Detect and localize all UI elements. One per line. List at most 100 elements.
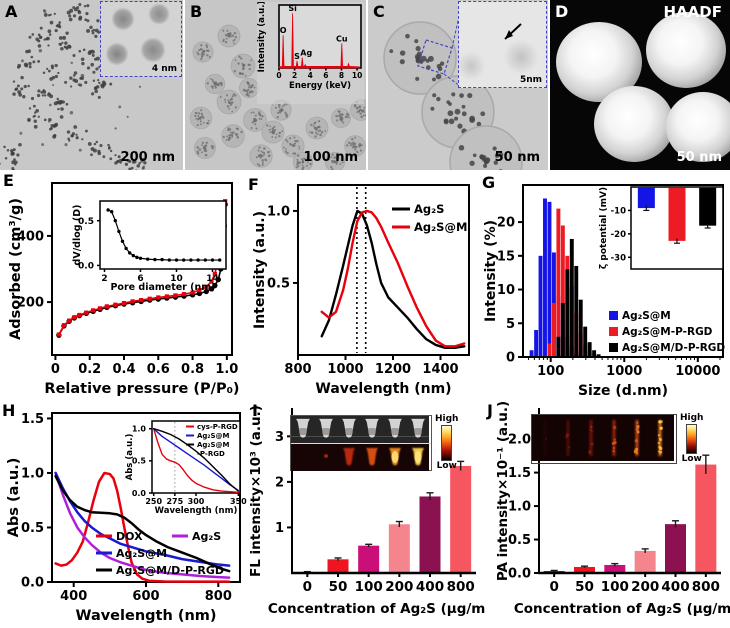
nanoparticle-dot (42, 90, 47, 94)
pore-dot (301, 159, 304, 162)
pore-dot (338, 113, 342, 116)
quantum-dot (494, 152, 500, 158)
tube-glow-core (391, 451, 399, 463)
nanoparticle-dot (99, 143, 103, 148)
nanoparticle-dot (64, 143, 68, 147)
nanoparticle-dot (74, 79, 79, 83)
legend-label: Ag₂S@M-P-RGD (622, 326, 713, 338)
legend-swatch (609, 311, 618, 320)
quantum-dot (447, 110, 454, 117)
pore-dot (273, 125, 276, 128)
series-Ag₂S (320, 209, 466, 349)
pore-dot (224, 40, 228, 44)
panel-e-isotherm-chart: E 0 0.2 0.4 0.6 0.8 1.0 200 400 Relative pressur… (0, 171, 240, 401)
bar-400 (419, 496, 441, 573)
tube-glow-faint (324, 454, 328, 458)
pore-dot (209, 77, 212, 80)
pore-dot (320, 130, 324, 134)
pa-streaks-graphic (532, 415, 674, 461)
hrtem-inset: 4 nm (100, 1, 182, 77)
pore-dot (319, 133, 322, 137)
marker (182, 258, 186, 262)
pore-dot (352, 143, 355, 146)
category-label: 200 (385, 579, 413, 595)
pore-dot (237, 62, 240, 65)
quantum-dot (430, 106, 435, 111)
tubes-photo-graphic (291, 416, 429, 443)
panel-label: J (487, 401, 493, 420)
hist-bar (547, 201, 552, 357)
pore-dot (305, 164, 308, 167)
marker (174, 258, 179, 262)
nanoparticle-dot (16, 153, 20, 157)
nanoparticle-dot (4, 156, 8, 160)
panel-a-tem-image: A 4 nm 200 nm (0, 0, 183, 170)
pore-dot (236, 136, 240, 139)
pore-dot (284, 111, 287, 114)
pore-dot (266, 151, 270, 154)
nanoparticle-dot (117, 155, 121, 159)
nanoparticle-dot (109, 149, 113, 153)
pore-dot (222, 29, 225, 32)
y-tick-label: 0.0 (78, 262, 94, 272)
pore-dot (205, 44, 208, 47)
pore-dot (355, 145, 358, 149)
pore-dot (260, 118, 263, 120)
nanoparticle-dot (96, 19, 100, 23)
x-tick-label: 1000 (327, 362, 363, 377)
nanoparticle-dot (54, 28, 58, 33)
inset-y-tick-label: -20 (611, 230, 626, 240)
pore-dot (354, 148, 357, 151)
pore-dot (229, 128, 232, 131)
nanosphere (449, 125, 523, 170)
category-label: 800 (447, 579, 475, 595)
nanoparticle-dot (90, 147, 95, 152)
nanoparticle-dot (68, 17, 73, 22)
hist-bar (583, 326, 588, 357)
nanoparticle-dot (47, 14, 51, 17)
nanoparticle-dot (77, 10, 82, 15)
nanoparticle-dot (70, 85, 73, 88)
pore-dot (254, 119, 257, 122)
marker (204, 284, 209, 289)
marker (130, 299, 135, 304)
haadf-mode-label: HAADF (663, 3, 722, 21)
pore-dot (340, 117, 343, 120)
nanoparticle-dot (60, 47, 64, 51)
pore-dot (341, 113, 344, 116)
quantum-dot (435, 73, 442, 80)
pore-dot (230, 97, 233, 100)
pore-dot (301, 158, 304, 161)
nanoparticle-dot (43, 94, 47, 97)
pore-dot (197, 53, 200, 56)
hist-bar (565, 269, 570, 357)
y-axis-label: Abs (a.u.) (6, 458, 22, 538)
nanoparticle-dot (28, 61, 32, 66)
pore-dot (358, 145, 361, 148)
isotherm-chart: 0 0.2 0.4 0.6 0.8 1.0 200 400 Relative pressure … (8, 182, 240, 397)
panel-c-tem-image: C 5nm 50 nm (368, 0, 548, 170)
pore-dot (207, 119, 210, 122)
pore-dot (228, 101, 231, 104)
pore-dot (352, 145, 355, 148)
nanoparticle-dot (88, 50, 92, 54)
pore-dot (354, 142, 357, 145)
pa-speckle (588, 450, 591, 453)
marker (113, 218, 118, 223)
pore-dot (251, 90, 254, 94)
pore-dot (264, 158, 267, 161)
pore-dot (215, 83, 219, 86)
pore-dot (363, 106, 366, 109)
zeta-bar (637, 187, 655, 209)
absorption-chart: 400 600 800 0.0 0.5 1.0 1.5 Wavelength (nm) Abs … (6, 412, 247, 624)
panel-label: D (555, 2, 569, 21)
x-axis-label: Wavelength (nm) (315, 381, 451, 397)
nanoparticle-dot (87, 142, 92, 146)
y-axis-label: Intensity (%) (483, 220, 499, 322)
pore-dot (239, 72, 242, 76)
nanoparticle-dot (83, 4, 87, 8)
nanoparticle-dot (16, 84, 20, 88)
nanoparticle-dot (97, 95, 101, 99)
pore-dot (226, 105, 229, 108)
tube-content (391, 428, 399, 435)
